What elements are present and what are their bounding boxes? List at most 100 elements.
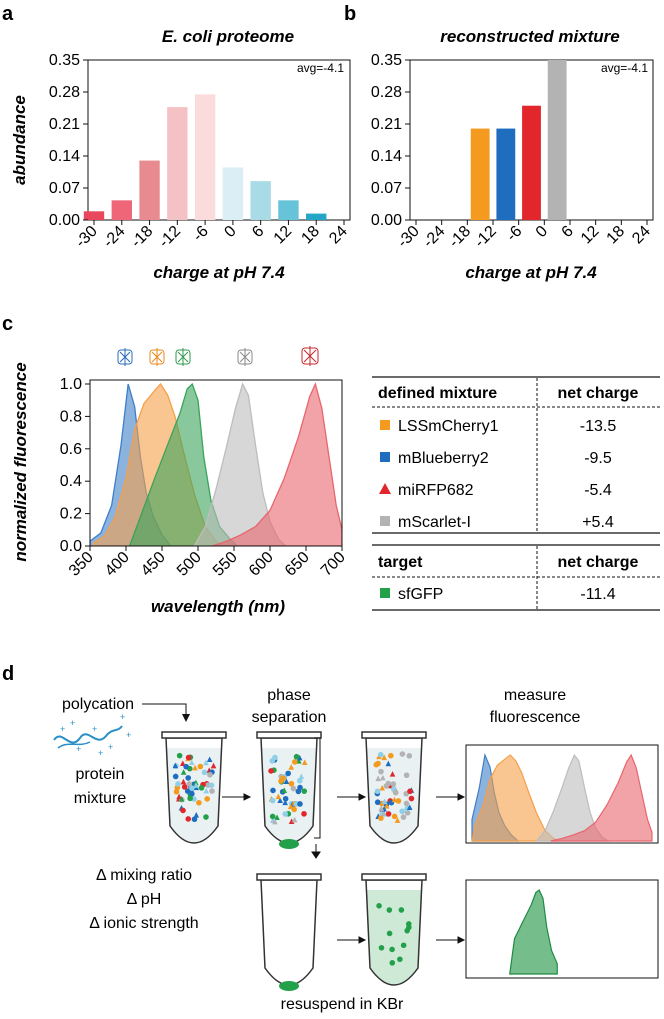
- chart-c-series-group: [90, 382, 342, 546]
- tube-pellet: [279, 981, 299, 991]
- x-tick-label: 650: [282, 549, 313, 580]
- protein-dot: [301, 811, 307, 817]
- target-spectrum-box: [465, 879, 659, 979]
- protein-dot: [297, 801, 303, 807]
- protein-dot: [270, 787, 276, 794]
- protein-dot: [378, 768, 384, 775]
- protein-dot: [392, 789, 399, 796]
- svg-text:+: +: [108, 742, 113, 752]
- x-tick-label: 500: [174, 549, 205, 580]
- protein-triangle: [394, 817, 401, 823]
- bar: [194, 94, 216, 220]
- protein-triangle: [288, 818, 295, 824]
- tube-pellet: [279, 839, 299, 849]
- protein-triangle: [178, 796, 185, 802]
- tube-outline: [365, 737, 423, 844]
- protein-triangle: [193, 782, 199, 788]
- table-target-charge-header: net charge: [558, 554, 639, 571]
- y-tick-label: 0.28: [49, 84, 80, 101]
- protein-triangle: [380, 774, 386, 781]
- protein-dot: [385, 811, 392, 817]
- protein-table: defined mixture net charge LSSmCherry1 -…: [372, 376, 660, 611]
- bar: [547, 60, 567, 220]
- protein-mixture-label-2: mixture: [74, 790, 127, 807]
- y-tick-label: 0.00: [371, 212, 402, 229]
- protein-dot: [189, 785, 195, 791]
- protein-dot: [197, 763, 204, 770]
- phase-label-1: phase: [267, 687, 311, 704]
- chart-a-title: E. coli proteome: [162, 27, 294, 46]
- sfgfp-marker: [380, 588, 390, 598]
- protein-dot: [280, 775, 286, 782]
- tube-rim: [256, 731, 322, 739]
- svg-text:+: +: [76, 744, 81, 754]
- y-tick-label: 0.35: [371, 52, 402, 69]
- tube-rim: [361, 731, 427, 739]
- protein-dot: [201, 769, 208, 776]
- protein-dot: [375, 760, 381, 767]
- bar: [250, 181, 271, 220]
- protein-dot: [395, 798, 402, 804]
- protein-dot: [208, 782, 215, 788]
- protein-triangle: [381, 754, 388, 761]
- chart-a-frame: [87, 59, 351, 221]
- flow-arrows: [222, 737, 466, 944]
- mblueberry2-structure-icon: [117, 348, 133, 366]
- mini-mixture-spectrum-mirfp682: [550, 753, 653, 842]
- protein-dot: [296, 777, 303, 784]
- measure-label-2: fluorescence: [490, 709, 581, 726]
- tubes-group: [161, 731, 427, 991]
- protein-dot: [404, 809, 411, 816]
- protein-triangle: [192, 764, 198, 771]
- x-tick-label: -6: [503, 223, 525, 245]
- y-tick-label: 0.14: [49, 148, 80, 165]
- y-tick-label: 0.35: [49, 52, 80, 69]
- tube-resuspended: [361, 873, 427, 986]
- chart-a-y-label: abundance: [10, 95, 29, 185]
- table-row: sfGFP -11.4: [380, 586, 616, 603]
- x-tick-label: 6: [249, 223, 267, 241]
- protein-structure-icons: [117, 346, 319, 366]
- protein-dot: [406, 924, 412, 931]
- tube-rim: [256, 873, 322, 881]
- protein-triangle: [277, 797, 283, 804]
- protein-triangle: [378, 805, 385, 811]
- table-defined-header: defined mixture: [378, 385, 497, 402]
- chart-b-title: reconstructed mixture: [440, 27, 620, 46]
- y-tick-label: 0.6: [60, 441, 82, 458]
- table-row-charge: -11.4: [580, 586, 615, 603]
- sfgfp-structure-icon: [175, 348, 191, 366]
- bar: [83, 211, 105, 220]
- protein-dot: [204, 796, 210, 802]
- table-target-header: target: [378, 554, 423, 571]
- svg-text:+: +: [120, 712, 125, 722]
- protein-dot: [291, 759, 298, 765]
- bar: [111, 200, 132, 220]
- protein-dot: [397, 956, 403, 963]
- spectrum-mirfp682: [212, 382, 342, 546]
- chart-c-frame: [89, 379, 343, 547]
- protein-dot: [203, 814, 209, 820]
- protein-triangle: [180, 769, 187, 775]
- table-row: LSSmCherry1 -13.5: [380, 418, 616, 435]
- protein-dot: [187, 795, 193, 802]
- protein-dot: [399, 751, 406, 757]
- x-tick-label: 18: [298, 223, 323, 248]
- condition-ph: Δ pH: [127, 891, 162, 908]
- svg-text:+: +: [70, 718, 75, 728]
- protein-triangle: [291, 816, 298, 823]
- x-tick-label: 6: [559, 223, 577, 241]
- y-tick-label: 0.14: [371, 148, 402, 165]
- protein-triangle: [188, 759, 195, 766]
- protein-dot: [191, 816, 198, 823]
- panel-label-c: c: [2, 313, 13, 335]
- bar: [222, 167, 244, 220]
- polycation-arrowhead: [182, 714, 190, 722]
- y-tick-label: 0.07: [371, 180, 402, 197]
- x-tick-label: 400: [102, 549, 133, 580]
- resuspend-label: resuspend in KBr: [281, 996, 404, 1013]
- svg-text:+: +: [98, 748, 103, 758]
- bar: [522, 105, 541, 220]
- protein-triangle: [282, 799, 288, 806]
- protein-dot: [407, 788, 413, 795]
